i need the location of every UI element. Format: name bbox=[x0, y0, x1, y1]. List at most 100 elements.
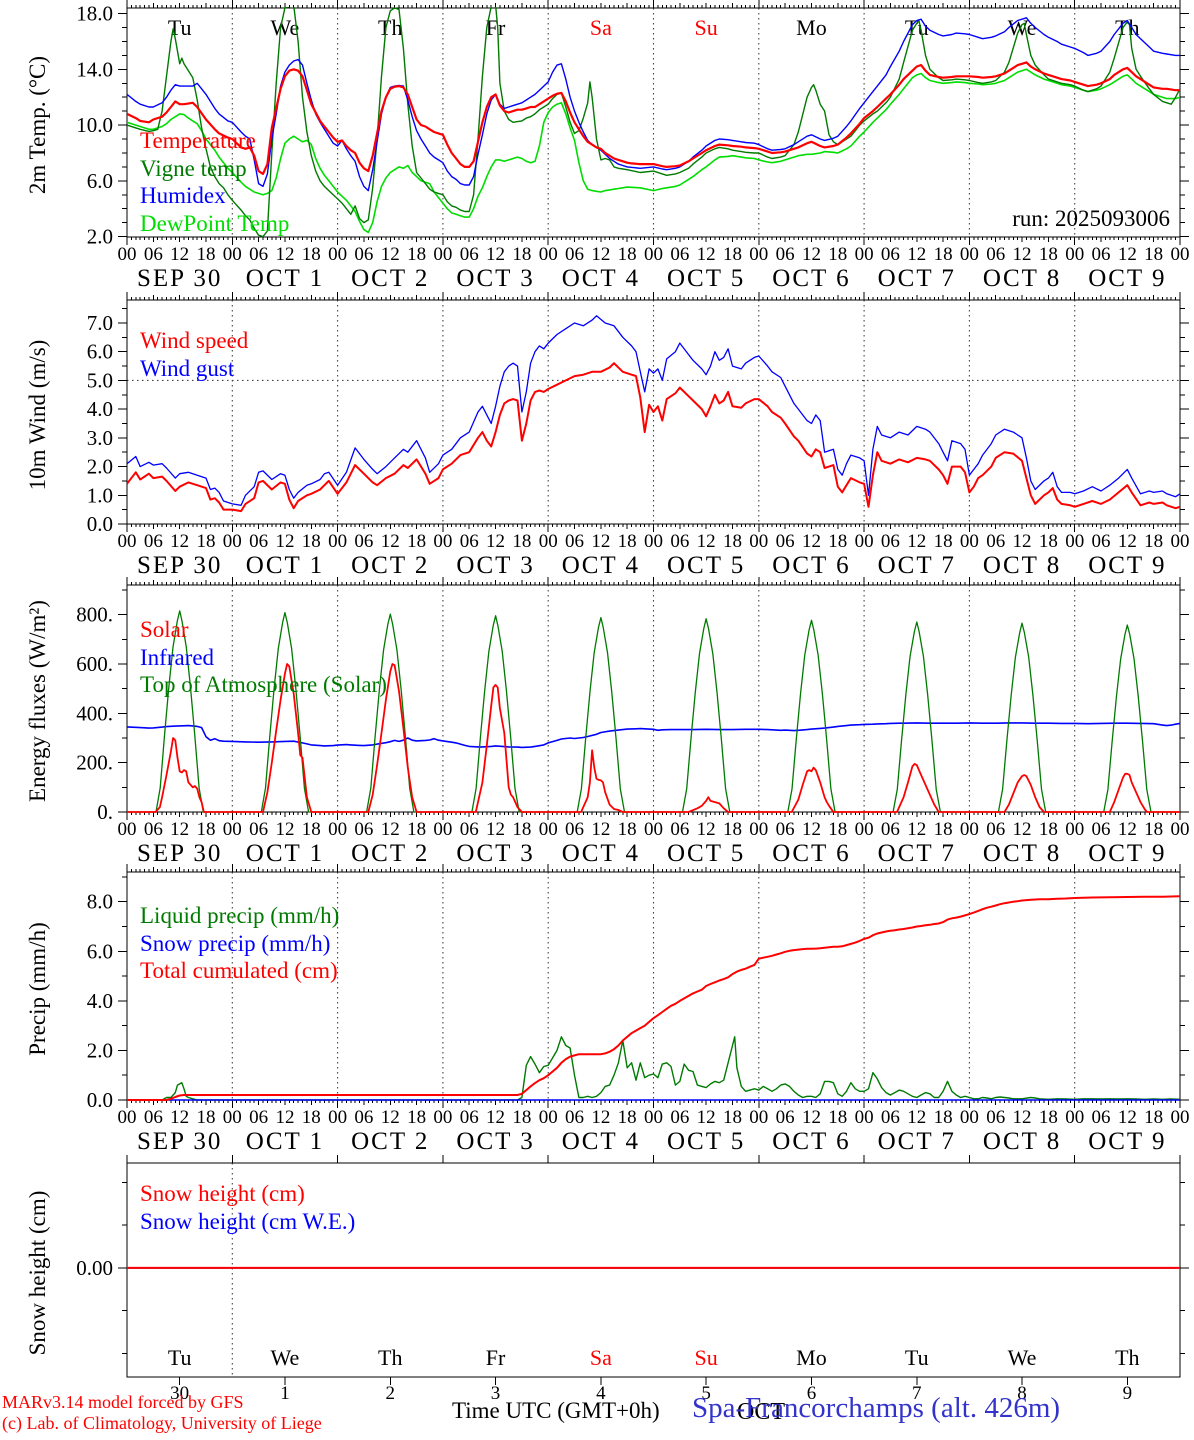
legend-snow-height: Snow height (cm) bbox=[140, 1181, 305, 1206]
day-of-week-label: Mo bbox=[796, 15, 827, 40]
hour-tick-label: 00 bbox=[855, 819, 874, 840]
hour-tick-label: 06 bbox=[354, 1107, 373, 1128]
hour-tick-label: 00 bbox=[1171, 1107, 1190, 1128]
day-of-week-label: Tu bbox=[905, 1345, 929, 1370]
credit-line-1: MARv3.14 model forced by GFS bbox=[2, 1392, 244, 1412]
hour-tick-label: 06 bbox=[565, 819, 584, 840]
hour-tick-label: 00 bbox=[539, 531, 558, 552]
y-tick-label: 600. bbox=[76, 652, 113, 676]
date-label: OCT 1 bbox=[246, 552, 324, 579]
date-label: OCT 9 bbox=[1088, 1128, 1166, 1155]
y-axis-title-flux: Energy fluxes (W/m²) bbox=[25, 600, 50, 802]
date-label: OCT 3 bbox=[456, 1128, 534, 1155]
y-tick-label: 0.00 bbox=[76, 1256, 113, 1280]
hour-tick-label: 00 bbox=[118, 244, 137, 265]
hour-tick-label: 00 bbox=[960, 819, 979, 840]
hour-tick-label: 00 bbox=[433, 1107, 452, 1128]
legend-temperature: Temperature bbox=[140, 128, 256, 153]
date-label: OCT 9 bbox=[1088, 265, 1166, 292]
hour-tick-label: 12 bbox=[275, 531, 294, 552]
y-tick-label: 4.0 bbox=[87, 397, 113, 421]
hour-tick-label: 18 bbox=[302, 819, 321, 840]
hour-tick-label: 12 bbox=[591, 531, 610, 552]
hour-tick-label: 12 bbox=[1013, 531, 1032, 552]
hour-tick-label: 00 bbox=[1065, 531, 1084, 552]
date-label: OCT 1 bbox=[246, 1128, 324, 1155]
hour-tick-label: 18 bbox=[934, 819, 953, 840]
date-label: OCT 8 bbox=[983, 1128, 1061, 1155]
date-label: OCT 2 bbox=[351, 552, 429, 579]
hour-tick-label: 12 bbox=[381, 531, 400, 552]
hour-tick-label: 06 bbox=[670, 1107, 689, 1128]
hour-tick-label: 18 bbox=[196, 244, 215, 265]
hour-tick-label: 18 bbox=[407, 819, 426, 840]
hour-tick-label: 00 bbox=[644, 244, 663, 265]
hour-tick-label: 00 bbox=[328, 819, 347, 840]
legend-panel-snow: Snow height (cm) Snow height (cm W.E.) bbox=[140, 1180, 355, 1235]
panel-0: 2.0 6.0 10.0 14.0 18.0 00 06 12 18 00 06 12 18 00 06 12… bbox=[76, 0, 1190, 292]
hour-tick-label: 18 bbox=[1039, 244, 1058, 265]
hour-tick-label: 00 bbox=[855, 531, 874, 552]
hour-tick-label: 06 bbox=[460, 244, 479, 265]
series-total-cumulated-cm- bbox=[127, 895, 1180, 1101]
legend-snow-height-we: Snow height (cm W.E.) bbox=[140, 1208, 356, 1234]
credit-line-2: (c) Lab. of Climatology, University of L… bbox=[2, 1413, 322, 1433]
day-number-label: 8 bbox=[1017, 1383, 1027, 1404]
y-ticks bbox=[118, 13, 1189, 238]
day-of-week-label: Mo bbox=[796, 1345, 827, 1370]
date-label: SEP 30 bbox=[137, 840, 222, 867]
legend-panel-temp: Temperature Vigne temp Humidex DewPoint … bbox=[140, 127, 289, 237]
x-ticks bbox=[126, 1155, 1181, 1385]
day-of-week-label: Fr bbox=[486, 15, 506, 40]
day-number-label: 3 bbox=[491, 1383, 501, 1404]
hour-tick-label: 12 bbox=[802, 819, 821, 840]
hour-tick-label: 00 bbox=[749, 531, 768, 552]
hour-tick-label: 06 bbox=[144, 531, 163, 552]
hour-tick-label: 00 bbox=[1171, 819, 1190, 840]
day-number-label: 2 bbox=[386, 1383, 396, 1404]
hour-tick-label: 18 bbox=[196, 531, 215, 552]
hour-tick-label: 12 bbox=[486, 819, 505, 840]
date-label: OCT 5 bbox=[667, 552, 745, 579]
hour-tick-label: 06 bbox=[670, 819, 689, 840]
hour-tick-label: 00 bbox=[223, 531, 242, 552]
date-label: SEP 30 bbox=[137, 1128, 222, 1155]
month-label: OCT bbox=[737, 1399, 785, 1425]
series-liquid-precip-mm-h- bbox=[127, 1036, 1180, 1101]
y-tick-label: 0.0 bbox=[87, 1088, 113, 1112]
hour-tick-label: 18 bbox=[512, 531, 531, 552]
legend-wind-speed: Wind speed bbox=[140, 328, 249, 353]
day-of-week-label: Th bbox=[1115, 1345, 1139, 1370]
hour-tick-label: 00 bbox=[1065, 819, 1084, 840]
y-axis-title-snow: Snow height (cm) bbox=[25, 1190, 50, 1356]
hour-tick-label: 06 bbox=[881, 244, 900, 265]
hour-tick-label: 12 bbox=[907, 531, 926, 552]
y-tick-label: 5.0 bbox=[87, 368, 113, 392]
legend-solar: Solar bbox=[140, 617, 189, 642]
hour-tick-label: 12 bbox=[381, 1107, 400, 1128]
day-of-week-label: Tu bbox=[168, 1345, 192, 1370]
hour-tick-label: 06 bbox=[670, 531, 689, 552]
hour-tick-label: 12 bbox=[486, 1107, 505, 1128]
legend-vigne-temp: Vigne temp bbox=[140, 155, 247, 181]
run-label: run: 2025093006 bbox=[1012, 206, 1170, 231]
hour-tick-label: 00 bbox=[433, 244, 452, 265]
hour-tick-label: 12 bbox=[907, 244, 926, 265]
date-label: OCT 6 bbox=[772, 840, 850, 867]
y-tick-label: 18.0 bbox=[76, 2, 113, 26]
hour-tick-label: 06 bbox=[565, 244, 584, 265]
date-label: OCT 6 bbox=[772, 265, 850, 292]
series-solar bbox=[127, 663, 1180, 813]
hour-tick-label: 12 bbox=[591, 244, 610, 265]
hour-tick-label: 00 bbox=[223, 244, 242, 265]
hour-tick-label: 18 bbox=[723, 1107, 742, 1128]
day-of-week-label: Th bbox=[378, 1345, 402, 1370]
y-tick-label: 3.0 bbox=[87, 426, 113, 450]
hour-tick-label: 18 bbox=[302, 531, 321, 552]
day-of-week-label: We bbox=[271, 15, 300, 40]
hour-tick-label: 12 bbox=[697, 244, 716, 265]
hour-tick-label: 00 bbox=[539, 819, 558, 840]
x-ticks bbox=[126, 864, 1181, 1108]
hour-tick-label: 12 bbox=[170, 531, 189, 552]
